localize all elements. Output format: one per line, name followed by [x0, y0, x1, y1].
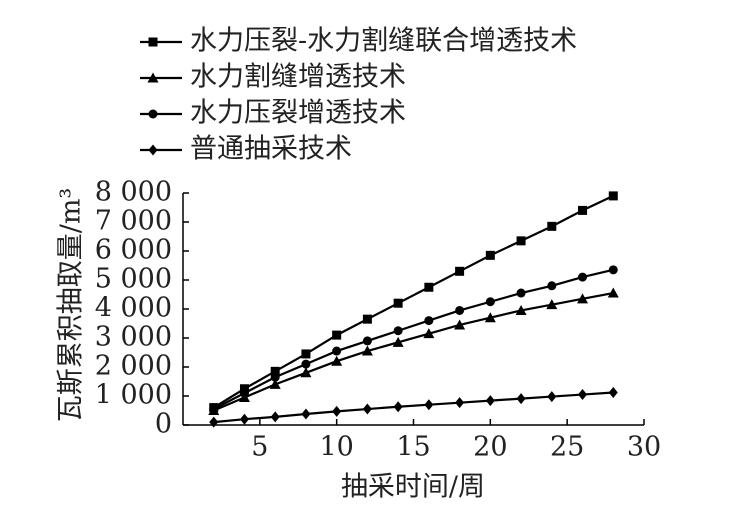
data-point — [485, 297, 495, 307]
data-point — [239, 413, 249, 425]
data-point — [301, 349, 311, 359]
data-point — [301, 359, 311, 369]
y-tick-label: 3 000 — [95, 322, 172, 353]
y-tick-label: 7 000 — [95, 206, 172, 237]
data-point — [578, 205, 588, 215]
data-point — [424, 282, 434, 292]
legend-marker — [147, 72, 159, 83]
x-tick-label: 30 — [627, 432, 661, 463]
data-point — [424, 316, 434, 326]
data-point — [547, 281, 557, 291]
data-point — [331, 355, 343, 366]
data-point — [577, 293, 589, 304]
y-tick-label: 0 — [155, 409, 172, 440]
data-point — [362, 314, 372, 324]
series-line — [213, 391, 614, 424]
data-point — [608, 387, 618, 399]
series-line — [213, 194, 614, 409]
series-line — [213, 291, 614, 412]
data-point — [516, 288, 526, 298]
x-tick-label: 15 — [396, 432, 430, 463]
data-point — [209, 416, 219, 428]
legend-label: 水力压裂增透技术 — [190, 98, 406, 129]
data-point — [332, 405, 342, 417]
data-point — [454, 319, 466, 330]
data-point — [332, 330, 342, 340]
legend-marker — [148, 109, 158, 119]
data-point — [362, 336, 372, 346]
data-point — [300, 367, 312, 378]
data-point — [393, 401, 403, 413]
data-point — [516, 236, 526, 246]
data-point — [516, 393, 526, 405]
y-tick-label: 6 000 — [95, 235, 172, 266]
legend-marker — [148, 37, 158, 47]
data-point — [270, 366, 280, 376]
y-tick-label: 4 000 — [95, 293, 172, 324]
data-point — [361, 345, 373, 356]
data-point — [362, 403, 372, 415]
data-point — [485, 395, 495, 407]
data-point — [455, 305, 465, 315]
data-point — [455, 397, 465, 409]
y-axis-label: 瓦斯累积抽取量/m³ — [56, 188, 87, 423]
legend-label: 水力割缝增透技术 — [190, 62, 406, 93]
y-tick-label: 1 000 — [95, 380, 172, 411]
data-point — [578, 272, 588, 282]
data-point — [484, 312, 496, 323]
legend-marker — [148, 144, 158, 156]
data-point — [332, 346, 342, 356]
y-tick-label: 5 000 — [95, 264, 172, 295]
data-point — [578, 389, 588, 401]
data-point — [239, 388, 249, 398]
data-point — [270, 411, 280, 423]
y-tick-label: 2 000 — [95, 351, 172, 382]
data-point — [608, 191, 618, 201]
data-point — [547, 221, 557, 231]
data-point — [301, 408, 311, 420]
x-tick-label: 25 — [550, 432, 584, 463]
data-point — [423, 328, 435, 339]
x-tick-label: 10 — [319, 432, 353, 463]
data-point — [608, 265, 618, 275]
legend-label: 水力压裂-水力割缝联合增透技术 — [190, 26, 577, 57]
data-point — [455, 266, 465, 276]
x-tick-label: 20 — [473, 432, 507, 463]
x-tick-label: 5 — [251, 432, 268, 463]
data-point — [515, 304, 527, 315]
data-point — [393, 326, 403, 336]
data-point — [270, 372, 280, 382]
legend-label: 普通抽采技术 — [190, 134, 352, 165]
data-point — [546, 299, 558, 310]
data-point — [607, 287, 619, 298]
data-point — [392, 336, 404, 347]
series-line — [213, 268, 614, 411]
data-point — [424, 399, 434, 411]
y-tick-label: 8 000 — [95, 177, 172, 208]
data-point — [209, 404, 219, 414]
data-point — [547, 391, 557, 403]
data-point — [393, 298, 403, 308]
x-axis-label: 抽采时间/周 — [341, 472, 485, 503]
data-point — [485, 250, 495, 260]
data-point — [269, 378, 281, 389]
